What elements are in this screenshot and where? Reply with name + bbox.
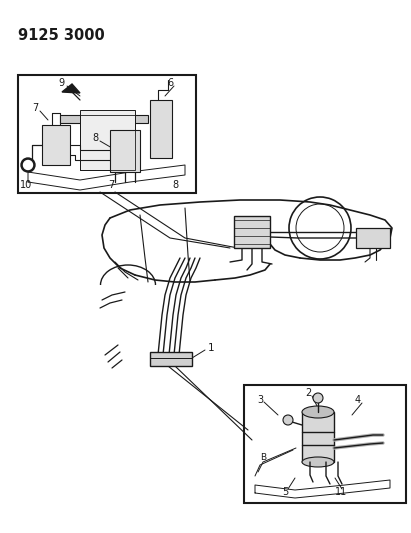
Text: 7: 7 (108, 180, 114, 190)
Bar (244, 385, 406, 503)
Text: 5: 5 (282, 487, 288, 497)
Bar (234, 216, 270, 248)
Circle shape (283, 415, 293, 425)
Text: 8: 8 (92, 133, 98, 143)
Bar (80, 110, 135, 170)
Text: B: B (260, 454, 266, 463)
Ellipse shape (302, 406, 334, 418)
Circle shape (23, 160, 32, 169)
Text: 11: 11 (335, 487, 347, 497)
Text: 10: 10 (20, 180, 32, 190)
Text: 9125 3000: 9125 3000 (18, 28, 105, 43)
Bar (42, 125, 70, 165)
Bar (80, 115, 135, 170)
Circle shape (313, 393, 323, 403)
Bar (356, 228, 390, 248)
Bar (150, 100, 172, 158)
Bar (302, 412, 334, 462)
Circle shape (21, 158, 35, 172)
Text: 1: 1 (208, 343, 215, 353)
Text: 8: 8 (172, 180, 178, 190)
Text: 4: 4 (355, 395, 361, 405)
Bar (60, 115, 148, 123)
Text: 6: 6 (167, 78, 173, 88)
Bar (150, 352, 192, 366)
Text: 7: 7 (32, 103, 38, 113)
Bar (110, 130, 140, 172)
Ellipse shape (302, 457, 334, 467)
Text: 3: 3 (257, 395, 263, 405)
Text: 2: 2 (305, 388, 311, 398)
Text: 9: 9 (58, 78, 64, 88)
Bar (18, 75, 196, 193)
Polygon shape (62, 84, 80, 93)
